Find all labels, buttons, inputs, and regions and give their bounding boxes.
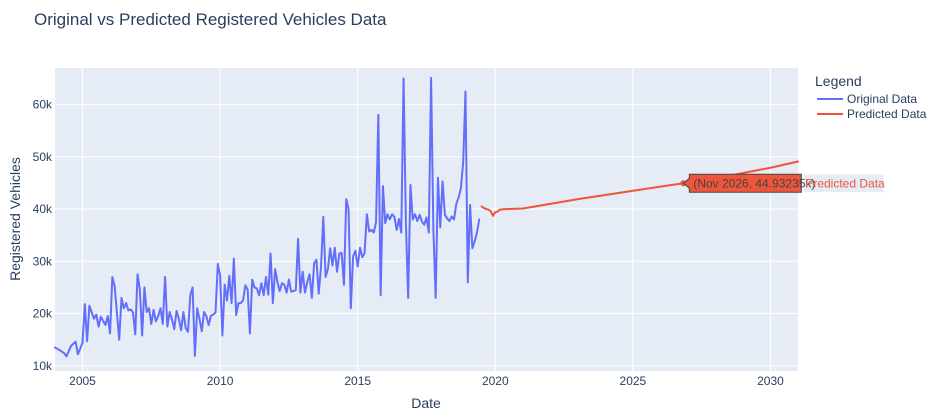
x-axis-title: Date [411, 395, 441, 411]
chart-title: Original vs Predicted Registered Vehicle… [34, 10, 387, 29]
series-line-original-data[interactable] [54, 76, 481, 358]
hover-value-text: (Nov 2026, 44.93235k) [693, 176, 815, 190]
x-tick-label: 2015 [344, 374, 371, 388]
hover-name-box [803, 174, 884, 193]
grid-lines [55, 68, 798, 371]
hover-label-box [682, 173, 802, 193]
x-tick-label: 2010 [207, 374, 234, 388]
hover-series-name: Predicted Data [805, 176, 885, 190]
legend-label-original-data: Original Data [847, 92, 917, 106]
legend-label-predicted-data: Predicted Data [847, 107, 927, 121]
y-axis-title: Registered Vehicles [7, 157, 23, 281]
y-tick-label: 10k [33, 359, 53, 373]
x-tick-label: 2025 [620, 374, 647, 388]
legend-item-original-data[interactable]: Original Data [817, 92, 917, 106]
y-tick-label: 40k [33, 202, 53, 216]
y-tick-label: 30k [33, 254, 53, 268]
legend-item-predicted-data[interactable]: Predicted Data [817, 107, 927, 121]
hover-tooltip: (Nov 2026, 44.93235k)Predicted Data [680, 173, 885, 193]
y-tick-label: 20k [33, 307, 53, 321]
legend-title: Legend [815, 73, 862, 89]
x-tick-label: 2030 [757, 374, 784, 388]
x-tick-label: 2020 [482, 374, 509, 388]
y-tick-label: 60k [33, 98, 53, 112]
x-tick-label: 2005 [69, 374, 96, 388]
axis-ticks: 2005 2010 2015 2020 2025 2030 10k 20k 30k 40k 50k 6… [33, 98, 785, 388]
y-tick-label: 50k [33, 150, 53, 164]
legend: Legend Original Data Predicted Data [815, 73, 927, 121]
